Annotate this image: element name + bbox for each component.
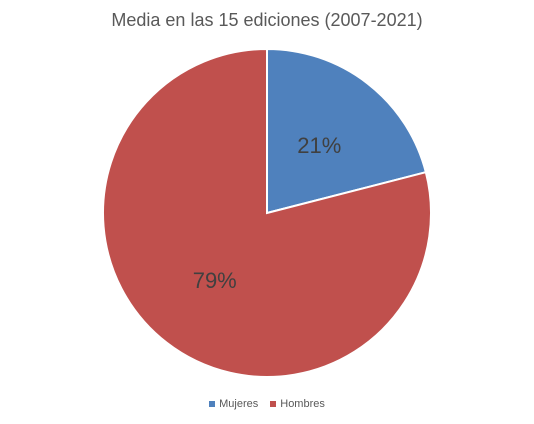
pie-label-mujeres: 21% (297, 133, 341, 158)
legend-label-mujeres: Mujeres (219, 398, 259, 410)
legend-swatch-mujeres (209, 401, 216, 407)
chart-title: Media en las 15 ediciones (2007-2021) (111, 10, 423, 30)
legend-label-hombres: Hombres (280, 398, 325, 410)
legend-item-mujeres: Mujeres (209, 398, 258, 410)
pie-slice-mujeres (266, 47, 428, 215)
pie-slice-hombres (102, 47, 432, 378)
legend-swatch-hombres (270, 401, 277, 407)
legend-item-hombres: Hombres (270, 398, 325, 410)
pie-label-hombres: 79% (193, 268, 237, 293)
legend: Mujeres Hombres (0, 398, 534, 410)
